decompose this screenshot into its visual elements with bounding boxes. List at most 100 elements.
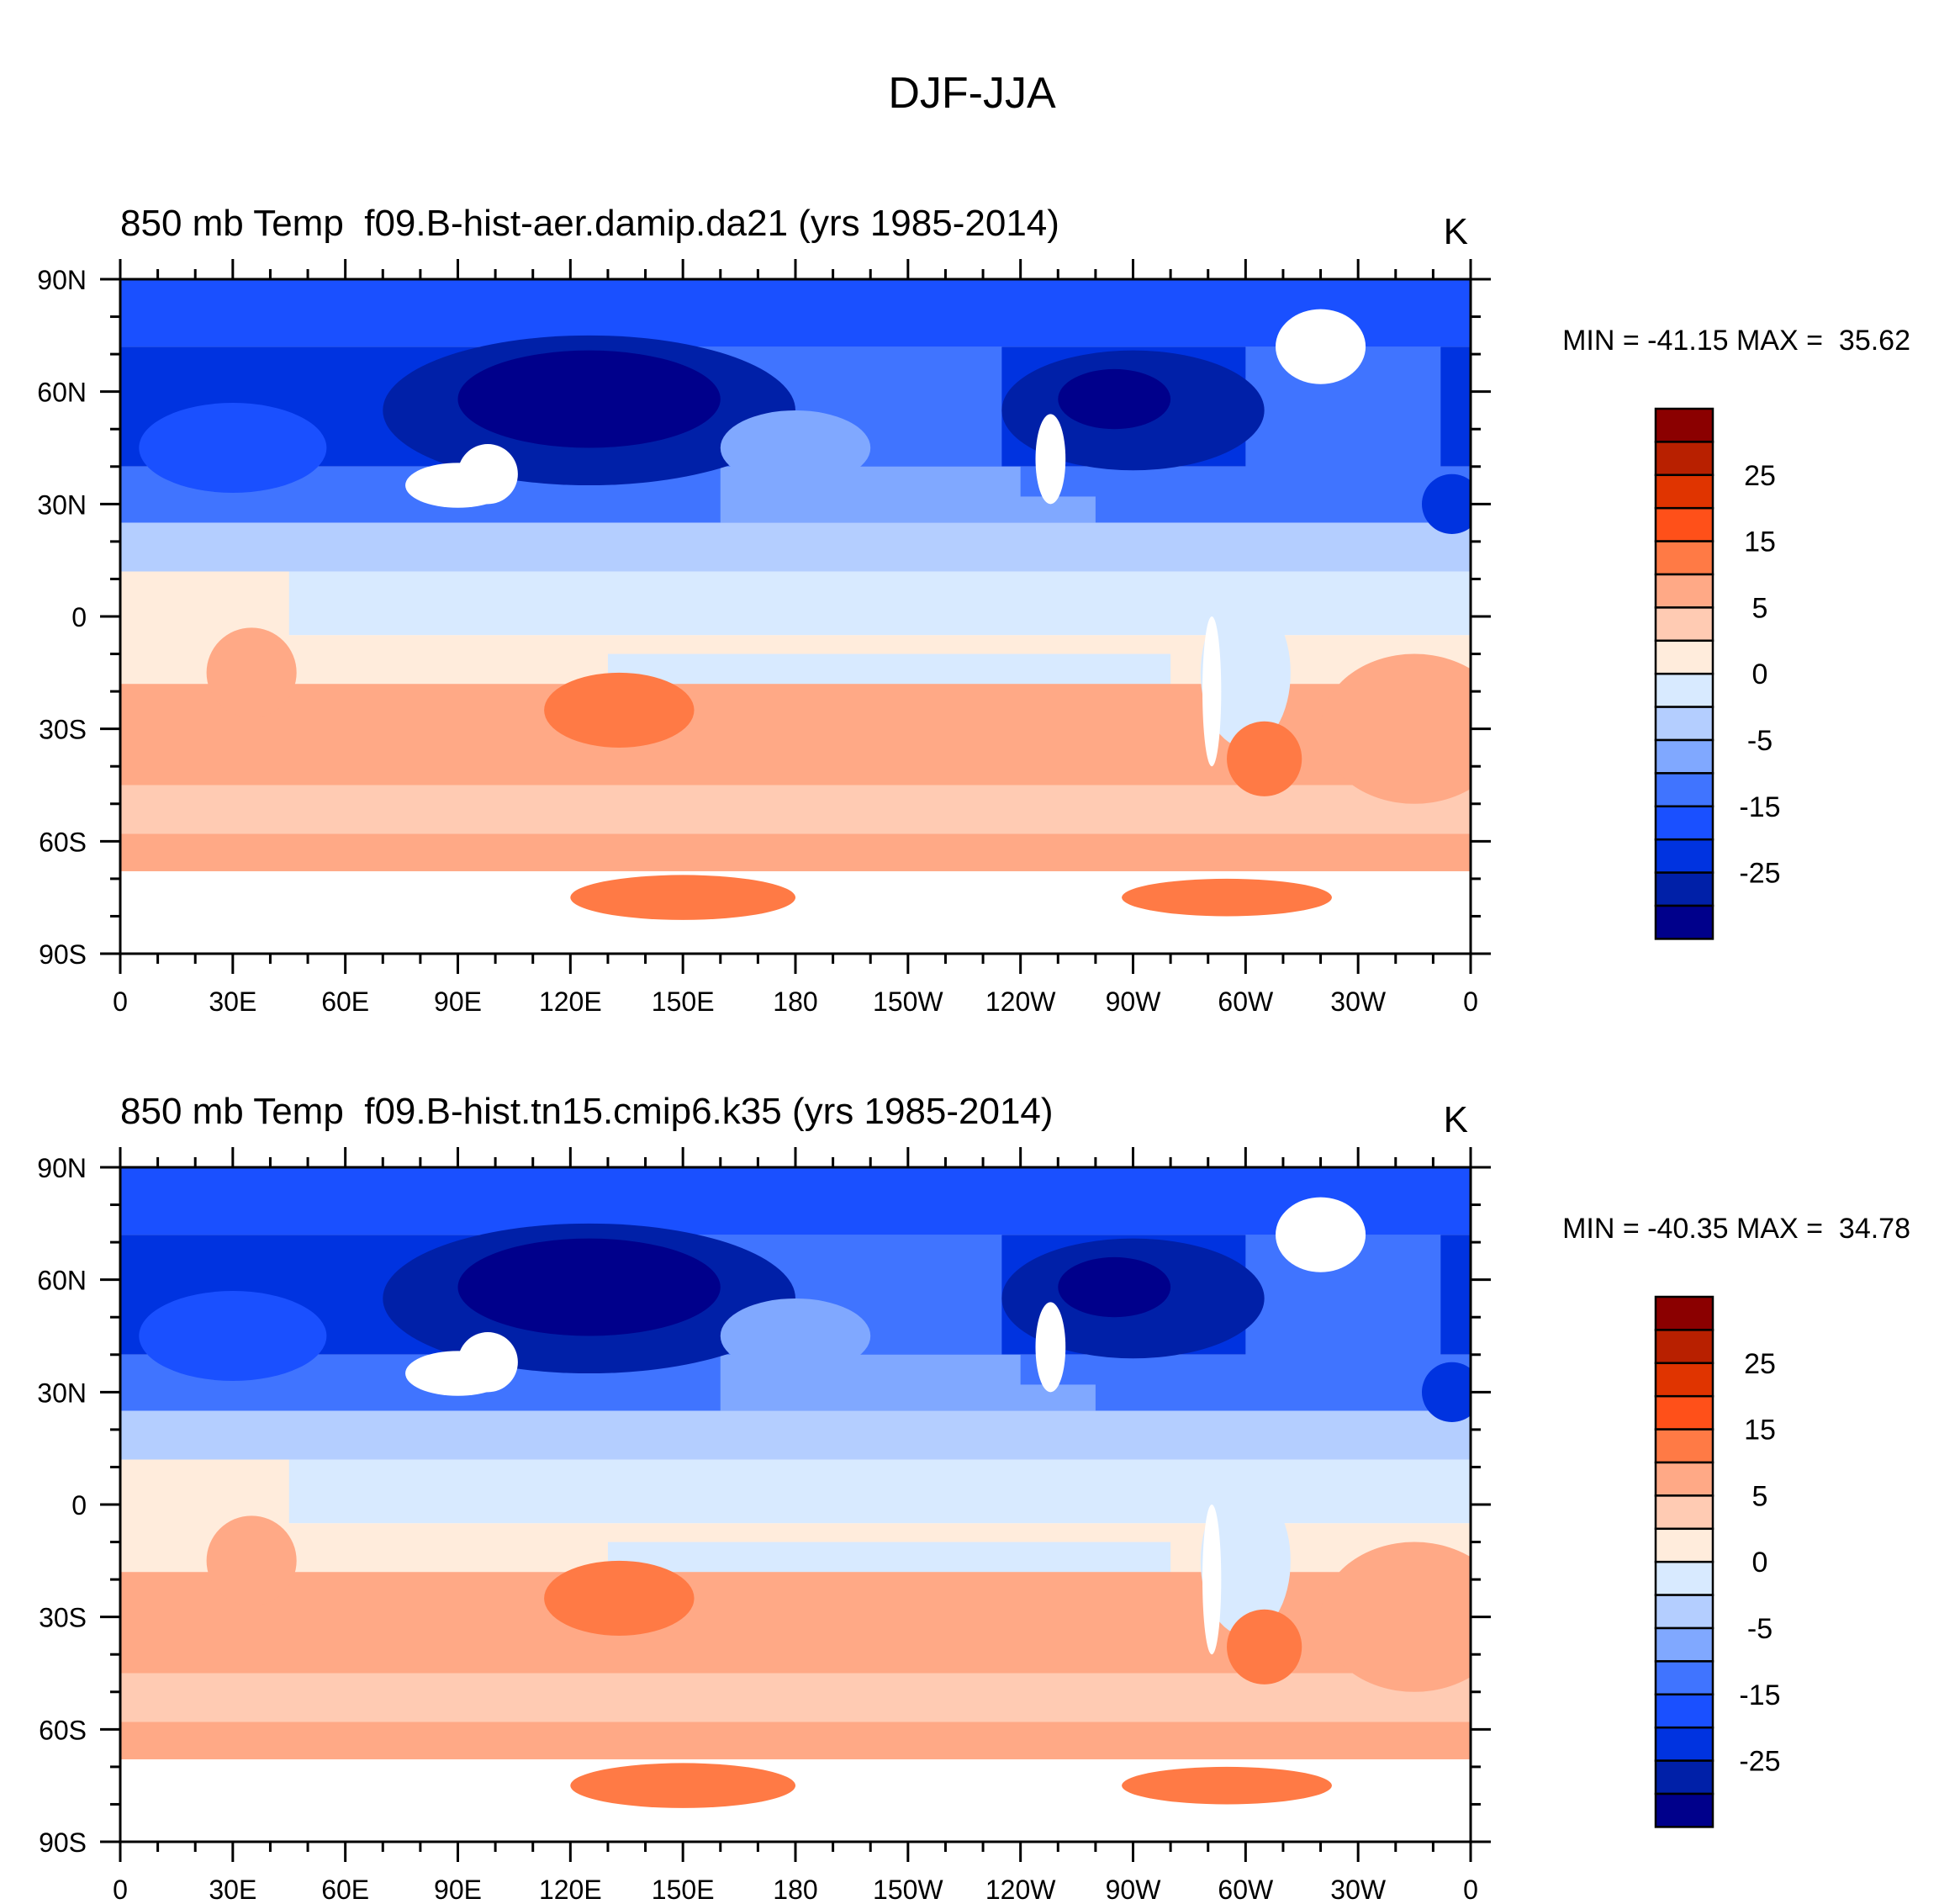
colorbar-label: 0 [1752, 658, 1768, 690]
andes-mask [1202, 616, 1222, 767]
contour-region [1227, 1609, 1302, 1685]
contour-region [1227, 721, 1302, 796]
x-tick-label: 150E [652, 1875, 715, 1904]
contour-region [1122, 878, 1332, 917]
colorbar-box [1654, 407, 1714, 443]
rockies-mask [1035, 414, 1066, 505]
colorbar-box [1654, 473, 1714, 510]
colorbar-box [1654, 706, 1714, 742]
contour-band [120, 1673, 1471, 1722]
y-tick-label: 0 [71, 602, 87, 632]
colorbar-box [1654, 1295, 1714, 1331]
contour-band [120, 522, 1471, 572]
colorbar-label: 15 [1744, 1415, 1776, 1447]
rockies-mask [1035, 1302, 1066, 1393]
x-tick-label: 0 [1463, 1875, 1478, 1904]
contour-region [1200, 597, 1291, 748]
colorbar-box [1654, 772, 1714, 808]
colorbar-box [1654, 1428, 1714, 1464]
temperature-field [120, 1167, 1471, 1842]
x-tick-label: 150W [873, 1875, 943, 1904]
x-tick-label: 60W [1218, 986, 1274, 1017]
temperature-field [120, 279, 1471, 954]
y-tick-label: 0 [71, 1490, 87, 1521]
cold-core-siberia [457, 350, 721, 448]
colorbar: 25 15 5 0 -5 -15 -25 [1654, 1295, 1781, 1828]
colorbar-box [1654, 606, 1714, 643]
colorbar-box [1654, 871, 1714, 907]
colorbar-label: 25 [1744, 1348, 1776, 1380]
x-tick-label: 0 [113, 1875, 128, 1904]
colorbar-box [1654, 838, 1714, 874]
contour-region [206, 1515, 297, 1606]
x-tick-label: 90W [1106, 986, 1162, 1017]
andes-mask [1202, 1505, 1222, 1655]
colorbar-box [1654, 904, 1714, 940]
panel-title: 850 mb Temp f09.B-hist.tn15.cmip6.k35 (y… [120, 1091, 1054, 1132]
colorbar-label: -25 [1739, 1746, 1780, 1778]
y-tick-label: 60S [39, 827, 87, 857]
colorbar-box [1654, 1594, 1714, 1630]
colorbar-box [1654, 1461, 1714, 1497]
contour-band [120, 1167, 1471, 1235]
contour-region [1422, 473, 1471, 534]
colorbar-box [1654, 1693, 1714, 1729]
colorbar-box [1654, 1726, 1714, 1762]
colorbar-box [1654, 1759, 1714, 1796]
y-tick-label: 30S [39, 1603, 87, 1633]
x-tick-label: 60E [321, 986, 369, 1017]
high-terrain-mask [457, 444, 518, 505]
colorbar-box [1654, 1362, 1714, 1398]
colorbar-box [1654, 1527, 1714, 1563]
colorbar-box [1654, 1560, 1714, 1596]
x-tick-label: 120W [985, 1875, 1056, 1904]
contour-band [120, 1722, 1471, 1759]
colorbar-label: -15 [1739, 791, 1780, 823]
contour-region [206, 627, 297, 718]
colorbar-label: 25 [1744, 460, 1776, 492]
x-tick-label: 30W [1330, 986, 1387, 1017]
colorbar-label: 5 [1752, 1480, 1768, 1512]
x-tick-label: 150E [652, 986, 715, 1017]
x-tick-label: 120W [985, 986, 1056, 1017]
high-terrain-mask [457, 1332, 518, 1393]
colorbar-box [1654, 1329, 1714, 1365]
colorbar-box [1654, 441, 1714, 477]
colorbar: 25 15 5 0 -5 -15 -25 [1654, 407, 1781, 940]
colorbar-box [1654, 506, 1714, 542]
y-tick-label: 60S [39, 1715, 87, 1745]
x-tick-label: 0 [1463, 986, 1478, 1017]
colorbar-box [1654, 672, 1714, 708]
greenland-mask [1276, 1197, 1366, 1272]
contour-region [570, 875, 795, 920]
colorbar-box [1654, 1494, 1714, 1531]
colorbar-box [1654, 1394, 1714, 1431]
colorbar-label: 15 [1744, 526, 1776, 558]
colorbar-box [1654, 573, 1714, 609]
contour-region [1058, 1256, 1171, 1318]
x-tick-label: 0 [113, 986, 128, 1017]
x-tick-label: 30E [209, 1875, 256, 1904]
min-max-label: MIN = -40.35 MAX = 34.78 [1562, 1213, 1910, 1245]
colorbar-box [1654, 1792, 1714, 1828]
x-tick-label: 90W [1106, 1875, 1162, 1904]
y-tick-label: 60N [37, 378, 87, 408]
y-tick-label: 60N [37, 1266, 87, 1296]
colorbar-box [1654, 1660, 1714, 1696]
x-tick-label: 60E [321, 1875, 369, 1904]
map-panel-2: 0 30E 60E 90E 120E 150E 180 150W 120W 90W 60W 30W 09… [37, 1091, 1910, 1904]
australia-warm [544, 672, 695, 748]
contour-band [120, 1410, 1471, 1460]
y-tick-label: 30N [37, 1378, 87, 1408]
contour-region [720, 410, 871, 486]
contour-band [120, 833, 1471, 871]
colorbar-box [1654, 540, 1714, 576]
contour-region [1320, 1542, 1471, 1692]
x-tick-label: 90E [434, 1875, 482, 1904]
contour-region [139, 403, 327, 493]
x-tick-label: 60W [1218, 1875, 1274, 1904]
x-tick-label: 30W [1330, 1875, 1387, 1904]
colorbar-label: -25 [1739, 858, 1780, 890]
colorbar-box [1654, 639, 1714, 675]
colorbar-label: 5 [1752, 592, 1768, 624]
